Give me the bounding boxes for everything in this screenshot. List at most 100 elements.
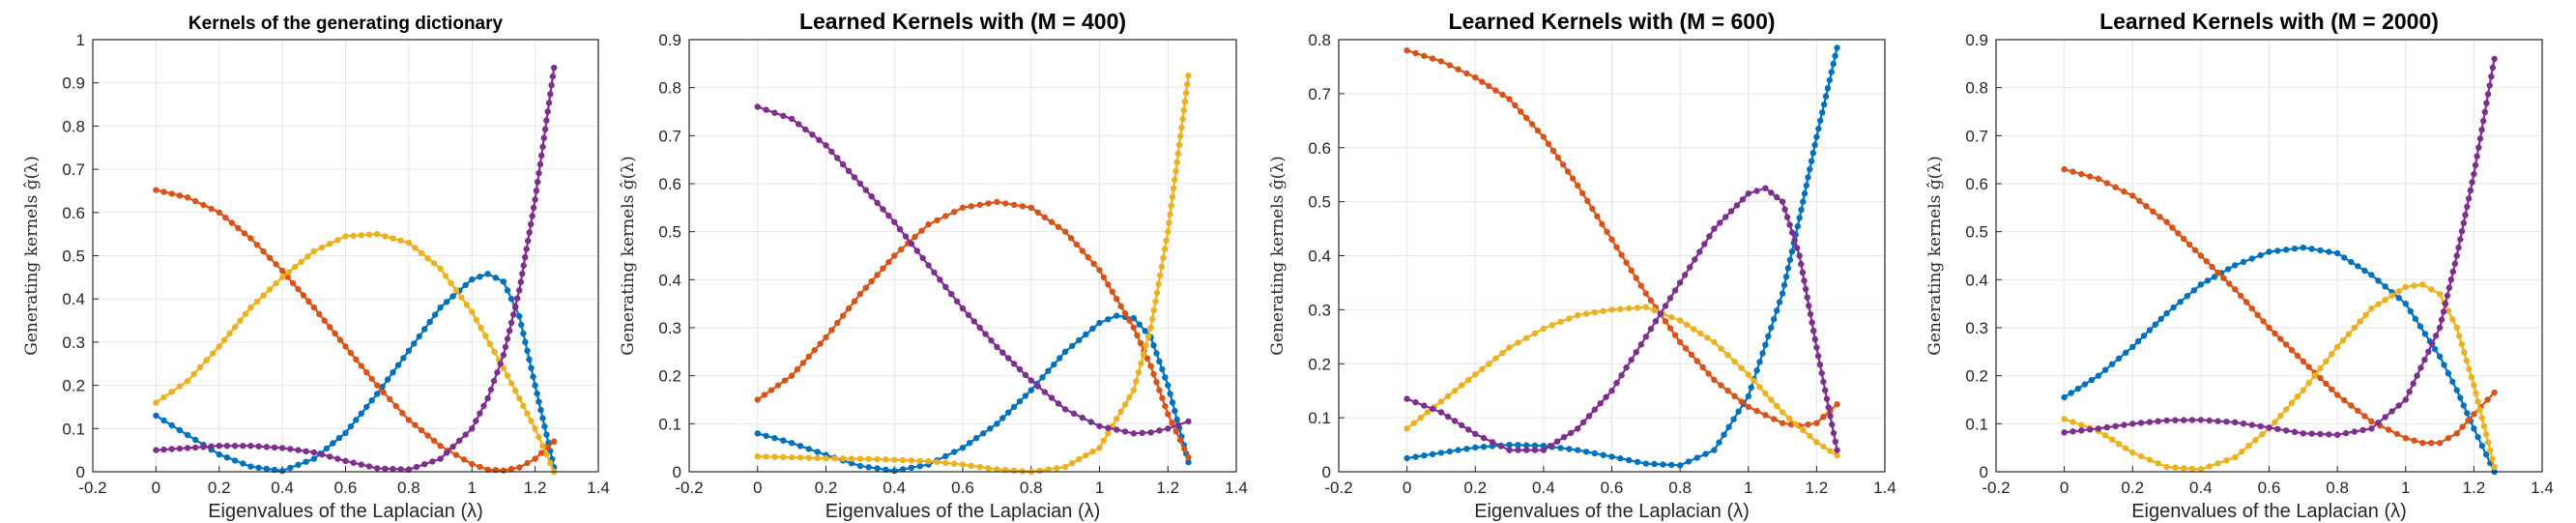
x-tick-label: 1 <box>1744 479 1752 497</box>
data-point <box>1718 382 1724 389</box>
data-point <box>2214 269 2221 276</box>
data-point <box>231 443 239 450</box>
data-point <box>1417 414 1425 421</box>
data-point <box>2489 64 2497 72</box>
data-point <box>840 160 847 168</box>
data-point <box>1647 297 1655 304</box>
x-axis-label: Eigenvalues of the Laplacian (λ) <box>2131 501 2407 522</box>
data-point <box>1421 402 1428 409</box>
data-point <box>192 436 199 444</box>
data-point <box>1028 387 1035 393</box>
data-point <box>304 253 311 260</box>
data-point <box>528 364 535 371</box>
data-point <box>1168 202 1175 209</box>
data-point <box>534 390 540 397</box>
data-point <box>925 262 932 269</box>
data-point <box>2419 281 2426 288</box>
data-point <box>2329 386 2335 392</box>
data-point <box>1444 392 1452 399</box>
data-point <box>2291 246 2299 252</box>
data-point <box>1130 387 1138 393</box>
data-point <box>862 284 869 291</box>
axes-frame <box>1338 39 1886 473</box>
data-point <box>1114 296 1120 303</box>
data-point <box>896 226 904 233</box>
data-point <box>405 466 413 473</box>
data-point <box>153 399 159 406</box>
data-point <box>318 244 326 251</box>
data-point <box>530 204 537 212</box>
data-point <box>2464 410 2471 417</box>
data-point <box>1557 445 1564 451</box>
data-point <box>2266 424 2272 431</box>
data-point <box>1136 321 1143 328</box>
data-point <box>1172 407 1178 415</box>
data-point <box>1711 225 1718 232</box>
data-point <box>525 237 532 245</box>
data-point <box>2317 365 2324 372</box>
data-point <box>390 369 396 376</box>
x-tick-label: -0.2 <box>78 479 106 497</box>
data-point <box>2428 440 2435 447</box>
data-point <box>994 421 1000 427</box>
data-point <box>1557 318 1564 326</box>
data-point <box>1685 458 1693 465</box>
data-point <box>1813 133 1820 140</box>
chart-panel-2: -0.2 0 0.2 0.4 0.6 0.8 1 1.2 1.400.10.20.30.40.5… <box>619 9 1248 522</box>
data-point <box>1005 355 1012 362</box>
data-point <box>1798 206 1805 214</box>
data-point <box>535 169 542 177</box>
y-tick-label: 0.7 <box>62 160 85 179</box>
data-point <box>514 295 521 302</box>
data-point <box>1791 237 1798 244</box>
data-point <box>1762 412 1769 419</box>
data-point <box>1687 264 1693 271</box>
data-point <box>1126 317 1133 324</box>
data-point <box>1160 254 1167 261</box>
data-point <box>2272 330 2278 336</box>
data-point <box>1762 185 1769 191</box>
data-point <box>834 155 841 161</box>
data-point <box>342 233 349 240</box>
data-point <box>1762 341 1769 348</box>
data-point <box>1479 365 1486 372</box>
data-point <box>1554 154 1562 161</box>
data-point <box>1796 252 1803 259</box>
data-point <box>1005 409 1012 416</box>
data-point <box>2300 244 2306 251</box>
data-point <box>2078 170 2085 178</box>
y-tick-label: 0.7 <box>658 127 681 145</box>
data-point <box>1045 466 1052 473</box>
data-point <box>2115 355 2123 362</box>
data-point <box>1768 324 1775 332</box>
data-point <box>1811 141 1818 149</box>
data-point <box>794 365 801 373</box>
data-point <box>1600 307 1606 314</box>
data-point <box>1745 392 1752 399</box>
data-point <box>1079 247 1086 254</box>
data-point <box>2081 381 2088 388</box>
data-point <box>805 353 812 360</box>
data-point <box>240 460 246 467</box>
data-point <box>1834 452 1840 459</box>
data-point <box>1156 358 1163 364</box>
data-point <box>1819 109 1826 116</box>
data-point <box>487 386 495 393</box>
data-point <box>535 434 542 441</box>
data-point <box>2146 456 2154 463</box>
data-point <box>931 269 938 276</box>
data-point <box>816 136 823 143</box>
data-point <box>856 455 864 462</box>
data-point <box>2436 353 2444 360</box>
data-point <box>462 281 469 289</box>
data-point <box>1147 363 1154 369</box>
data-point <box>190 370 197 378</box>
data-point <box>883 456 889 463</box>
data-point <box>908 464 915 471</box>
x-tick-label: 0.6 <box>1601 479 1624 497</box>
data-point <box>1768 396 1775 403</box>
data-point <box>2232 453 2239 461</box>
y-tick-label: 0.3 <box>1308 301 1331 319</box>
data-point <box>1774 402 1780 410</box>
data-point <box>260 247 267 255</box>
